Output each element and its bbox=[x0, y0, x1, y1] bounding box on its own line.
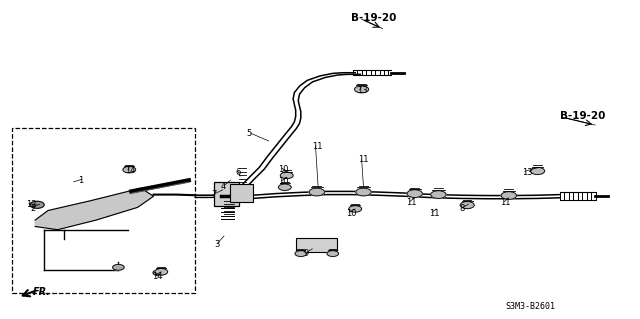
Text: 11: 11 bbox=[312, 142, 323, 151]
Text: 4: 4 bbox=[221, 182, 226, 191]
Text: S3M3-B2601: S3M3-B2601 bbox=[506, 302, 556, 311]
Text: 12: 12 bbox=[26, 200, 36, 209]
Text: 5: 5 bbox=[246, 130, 252, 138]
Text: B-19-20: B-19-20 bbox=[560, 111, 605, 122]
Circle shape bbox=[501, 192, 516, 199]
Circle shape bbox=[355, 86, 369, 93]
Circle shape bbox=[356, 188, 371, 196]
Text: 14: 14 bbox=[152, 272, 163, 281]
Circle shape bbox=[153, 270, 164, 276]
Circle shape bbox=[155, 269, 168, 275]
FancyBboxPatch shape bbox=[230, 184, 253, 202]
Circle shape bbox=[531, 167, 545, 174]
Text: 13: 13 bbox=[357, 86, 368, 95]
Circle shape bbox=[407, 190, 422, 197]
Text: 10: 10 bbox=[278, 165, 289, 174]
FancyBboxPatch shape bbox=[214, 182, 239, 206]
Circle shape bbox=[431, 191, 446, 198]
Text: 13: 13 bbox=[522, 168, 532, 177]
Text: 3: 3 bbox=[214, 240, 220, 249]
Circle shape bbox=[349, 206, 362, 212]
Text: FR.: FR. bbox=[33, 287, 51, 297]
Text: 6: 6 bbox=[235, 168, 240, 177]
Circle shape bbox=[327, 251, 339, 256]
Text: 11: 11 bbox=[358, 155, 369, 164]
Polygon shape bbox=[35, 188, 154, 230]
Text: 9: 9 bbox=[304, 249, 309, 258]
Circle shape bbox=[309, 188, 324, 196]
Text: 7: 7 bbox=[211, 190, 216, 199]
Text: 11: 11 bbox=[429, 209, 439, 218]
Circle shape bbox=[278, 184, 291, 190]
Text: 14: 14 bbox=[125, 166, 135, 175]
FancyBboxPatch shape bbox=[296, 238, 337, 252]
Circle shape bbox=[30, 201, 44, 208]
Text: 2: 2 bbox=[31, 204, 36, 213]
Circle shape bbox=[295, 251, 307, 256]
Circle shape bbox=[460, 202, 474, 209]
Circle shape bbox=[113, 264, 124, 270]
Text: B-19-20: B-19-20 bbox=[351, 12, 396, 23]
FancyBboxPatch shape bbox=[12, 128, 195, 293]
Text: 11: 11 bbox=[500, 198, 511, 207]
Text: 1: 1 bbox=[78, 176, 83, 185]
Text: 10: 10 bbox=[346, 209, 356, 218]
Circle shape bbox=[280, 172, 293, 179]
Text: 10: 10 bbox=[278, 177, 289, 186]
Text: 8: 8 bbox=[460, 204, 465, 213]
Circle shape bbox=[123, 167, 136, 173]
Text: 11: 11 bbox=[406, 198, 417, 207]
